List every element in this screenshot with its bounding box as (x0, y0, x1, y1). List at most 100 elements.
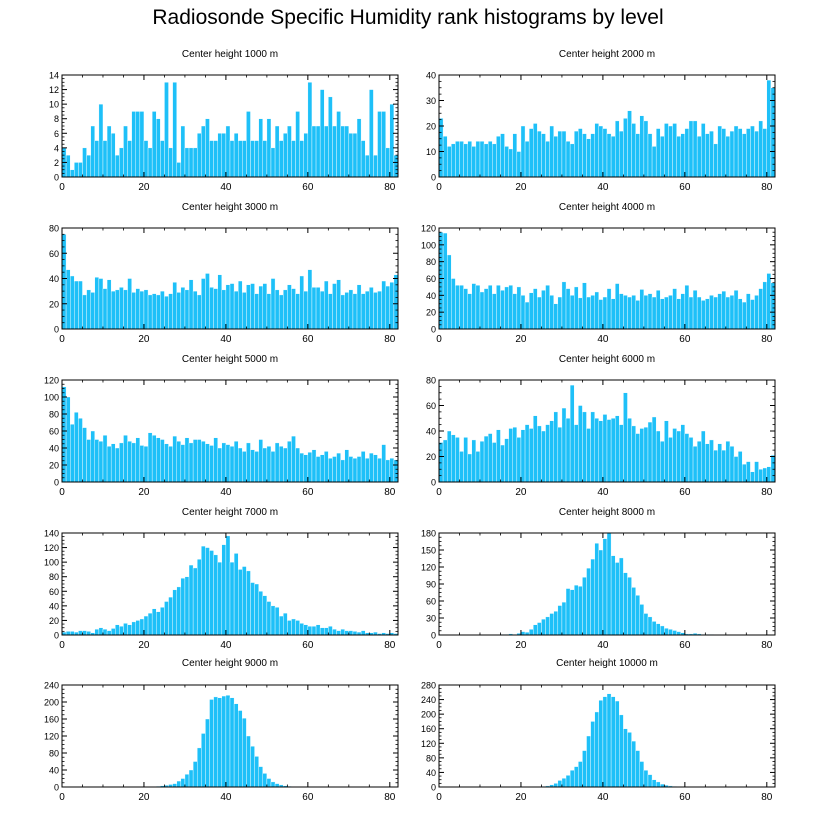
histogram-bar (258, 591, 263, 636)
histogram-bar (291, 618, 296, 636)
histogram-bar (619, 293, 624, 330)
histogram-bar (217, 697, 223, 788)
histogram-bar (623, 392, 628, 483)
histogram-bar (487, 285, 493, 330)
y-tick-label: 60 (426, 401, 436, 411)
histogram-bar (213, 437, 218, 483)
histogram-bar (217, 133, 223, 178)
histogram-bar (680, 133, 686, 178)
histogram-bar (463, 288, 468, 330)
histogram-bar (307, 626, 313, 636)
panel-7: Center height 7000 m 0 20 40 60 80 0 20 40 60 80 10… (44, 507, 399, 651)
histogram-bar (598, 700, 604, 788)
histogram-bar (119, 626, 124, 636)
histogram-bar (647, 421, 653, 483)
histogram-bar (237, 447, 243, 483)
histogram-bar (574, 130, 579, 178)
histogram-bar (651, 146, 657, 178)
histogram-bar (541, 290, 546, 330)
histogram-bar (483, 288, 489, 330)
histogram-bar (151, 111, 157, 178)
histogram-bar (574, 424, 579, 483)
histogram-bar (102, 288, 108, 330)
histogram-bar (360, 451, 366, 483)
histogram-bar (655, 623, 661, 636)
y-tick-label: 20 (49, 299, 59, 309)
histogram-bar (250, 746, 255, 788)
histogram-bar (254, 583, 259, 636)
histogram-bar (508, 148, 513, 178)
y-tick-label: 0 (431, 478, 436, 488)
histogram-bar (229, 446, 235, 483)
histogram-bar (233, 133, 239, 178)
histogram-bar (82, 630, 87, 636)
histogram-bar (442, 135, 448, 178)
histogram-bar (258, 439, 263, 483)
histogram-bar (660, 298, 665, 330)
histogram-bar (151, 293, 157, 330)
histogram-bar (315, 125, 321, 178)
histogram-bar (69, 424, 75, 483)
y-tick-label: 14 (49, 71, 59, 81)
histogram-bar (598, 549, 604, 636)
histogram-bar (180, 778, 186, 788)
histogram-bar (168, 446, 173, 483)
histogram-bar (569, 770, 575, 788)
x-tick-label: 60 (679, 640, 691, 651)
histogram-bar (725, 135, 731, 178)
histogram-bar (643, 426, 649, 483)
histogram-bar (102, 628, 108, 636)
histogram-bar (110, 133, 116, 178)
y-tick-label: 0 (54, 631, 59, 641)
figure-title: Radiosonde Specific Humidity rank histog… (152, 6, 664, 29)
histogram-bar (78, 418, 83, 483)
histogram-bar (258, 766, 263, 788)
histogram-bar (508, 428, 513, 483)
histogram-bar (676, 430, 681, 483)
histogram-bar (82, 147, 87, 178)
histogram-bar (492, 293, 497, 330)
histogram-bar (451, 434, 456, 483)
histogram-bar (197, 133, 202, 178)
histogram-bar (537, 622, 542, 636)
histogram-bar (594, 291, 600, 330)
histogram-bar (311, 125, 317, 178)
histogram-bar (274, 289, 280, 330)
histogram-bar (377, 111, 382, 178)
histogram-bar (266, 778, 272, 788)
y-tick-label: 120 (44, 732, 59, 742)
histogram-bar (762, 128, 768, 178)
panel-title: Center height 2000 m (559, 49, 655, 60)
histogram-bar (455, 437, 460, 483)
histogram-bar (356, 118, 362, 178)
histogram-bar (135, 437, 141, 483)
histogram-bar (242, 566, 247, 636)
x-tick-label: 60 (302, 487, 314, 498)
histogram-bar (598, 299, 604, 330)
histogram-bar (582, 577, 587, 636)
x-tick-label: 80 (384, 487, 396, 498)
histogram-bar (688, 120, 694, 178)
histogram-bar (528, 292, 534, 330)
histogram-bar (332, 628, 337, 636)
histogram-bar (344, 449, 350, 483)
histogram-bar (307, 269, 313, 330)
x-tick-label: 40 (220, 640, 232, 651)
histogram-bar (250, 140, 255, 178)
x-tick-label: 40 (220, 182, 232, 193)
histogram-bar (295, 447, 300, 483)
histogram-bar (746, 128, 751, 178)
panel-title: Center height 6000 m (559, 354, 655, 365)
histogram-bar (516, 151, 522, 178)
histogram-bar (110, 443, 116, 483)
histogram-bar (270, 605, 276, 636)
histogram-bar (319, 290, 325, 330)
histogram-bar (311, 449, 317, 483)
histogram-bar (291, 288, 296, 330)
histogram-bar (188, 279, 194, 330)
histogram-bar (131, 442, 136, 483)
x-tick-label: 0 (59, 487, 65, 498)
histogram-bar (606, 532, 612, 636)
histogram-bar (340, 125, 345, 178)
